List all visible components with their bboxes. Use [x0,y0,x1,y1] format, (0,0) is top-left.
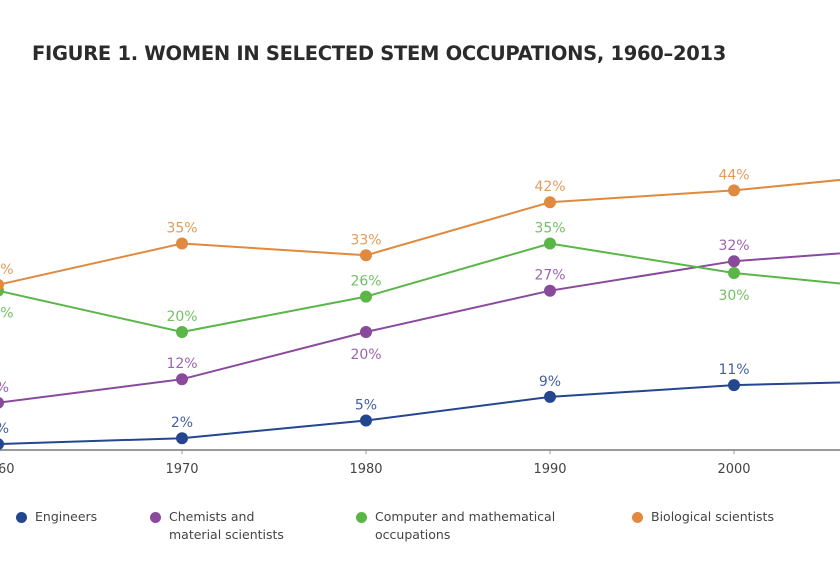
data-label: 27% [0,306,14,322]
data-point [176,237,188,250]
legend-marker-icon [150,512,161,523]
data-label: 12% [166,356,197,372]
data-label: 44% [718,167,749,183]
series-line [0,242,840,334]
series-line [0,252,840,404]
data-point [544,390,556,403]
legend-marker-icon [16,512,27,523]
data-label: 42% [534,179,565,195]
data-point [360,290,372,303]
data-label: 11% [718,362,749,378]
legend-item: Chemists and material scientists [150,508,284,544]
series-line [0,178,840,286]
x-tick-label: 1980 [349,462,382,477]
data-point [728,267,740,279]
legend-label: Biological scientists [651,509,774,524]
data-point [728,255,740,268]
x-tick-label: 2000 [717,462,750,477]
chart-title: FIGURE 1. WOMEN IN SELECTED STEM OCCUPAT… [32,42,727,65]
data-label: 33% [350,232,381,248]
legend-item: Engineers [16,508,97,526]
x-tick-label: 1970 [165,462,198,477]
data-point [728,379,740,392]
data-point [176,373,188,386]
legend-label: Computer and mathematical occupations [375,509,556,542]
legend-marker-icon [632,512,643,523]
data-label: 26% [350,274,381,290]
data-label: 28% [0,262,14,278]
x-tick-label: 1960 [0,462,15,477]
x-tick-label: 1990 [533,462,566,477]
data-point [0,438,4,450]
data-point [0,397,4,409]
data-point [0,279,4,291]
data-point [544,196,556,209]
legend-item: Biological scientists [632,508,774,526]
data-point [360,414,372,427]
data-label: 8% [0,380,9,396]
data-point [360,326,372,338]
data-label: 20% [166,309,197,325]
data-label: 32% [718,238,749,254]
data-label: 5% [355,398,377,414]
data-point [544,284,556,297]
data-label: 20% [350,347,381,363]
data-label: 1% [0,421,9,437]
data-label: 30% [718,288,749,304]
data-label: 2% [171,415,193,431]
legend-label: Engineers [35,509,98,524]
legend-label: Chemists and material scientists [169,509,284,542]
series-line [0,381,840,446]
data-label: 35% [166,221,197,237]
data-point [176,326,188,338]
data-label: 9% [539,374,561,390]
data-point [544,237,556,250]
legend-item: Computer and mathematical occupations [356,508,555,544]
data-point [360,249,372,262]
legend-marker-icon [356,512,367,523]
data-point [728,184,740,197]
data-label: 27% [534,268,565,284]
data-point [176,432,188,445]
data-label: 35% [534,221,565,237]
